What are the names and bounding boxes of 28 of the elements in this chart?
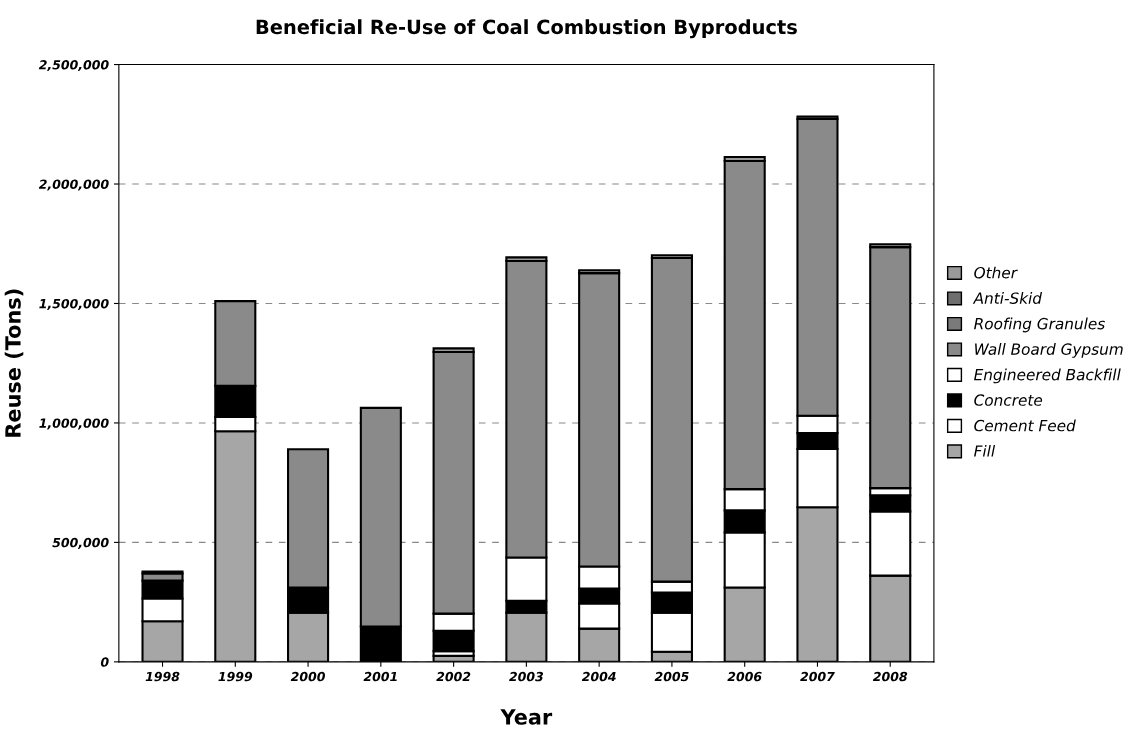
y-tick-label: 2,500,000 [38,60,109,72]
x-tick-label: 2003 [509,671,544,682]
legend-label: Wall Board Gypsum [975,343,1123,358]
y-tick-label: 1,500,000 [39,298,109,310]
legend-label: Engineered Backfill [974,368,1121,384]
x-tick-label: 1999 [218,671,253,682]
legend-label: Anti-Skid [972,292,1043,304]
legend-label: Cement Feed [974,419,1076,432]
legend-label: Other [974,266,1018,279]
x-tick-label: 2002 [436,671,471,682]
legend-label: Concrete [974,394,1043,406]
y-tick-label: 0 [100,657,109,667]
legend-label: Roofing Granules [974,317,1105,333]
x-tick-label: 2007 [800,671,835,682]
y-tick-label: 500,000 [52,537,109,549]
x-tick-label: 2001 [363,671,397,682]
x-tick-label: 2008 [872,671,908,682]
x-tick-label: 2005 [654,671,689,682]
legend-label: Fill [974,445,996,457]
y-tick-label: 2,000,000 [38,179,109,191]
x-tick-label: 2000 [290,671,326,682]
x-axis-title: Year [500,709,553,725]
y-tick-label: 1,000,000 [39,418,109,430]
x-tick-label: 2004 [581,671,616,682]
chart-title: Beneficial Re-Use of Coal Combustion Byproducts [256,19,797,39]
x-tick-label: 2006 [727,671,762,682]
y-axis-title: Reuse (Tons) [4,289,24,437]
x-tick-label: 1998 [145,671,180,682]
